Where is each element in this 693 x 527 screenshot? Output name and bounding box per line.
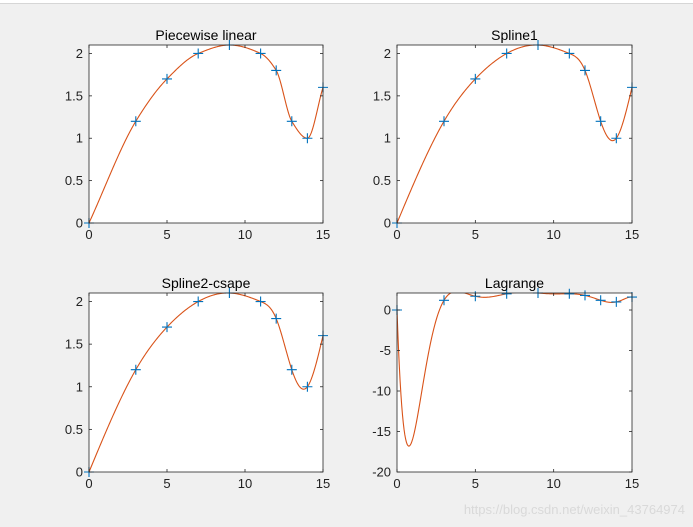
axes-box [396, 292, 633, 473]
subplot-2: 0 5 10 15 0 0.5 1 1.5 2 Spline1 [373, 27, 639, 242]
data-point-marker [580, 290, 590, 301]
data-point-marker [580, 65, 590, 76]
y-tick-label: 1 [76, 379, 83, 394]
x-tick-label: 5 [163, 227, 170, 242]
subplot-title: Lagrange [485, 275, 544, 291]
plot-area [89, 293, 323, 472]
interpolated-curve [89, 293, 323, 472]
data-point-marker [501, 288, 512, 299]
x-tick-label: 15 [316, 476, 330, 491]
plot-area [397, 293, 632, 472]
data-point-marker [286, 364, 297, 375]
data-point-marker [439, 295, 449, 306]
y-tick-label: -20 [372, 465, 391, 480]
data-point-marker [193, 48, 204, 59]
x-tick-label: 15 [316, 227, 330, 242]
x-tick-label: 15 [625, 476, 639, 491]
data-point-marker [130, 116, 141, 127]
data-point-marker [302, 133, 313, 144]
x-tick-label: 0 [393, 476, 400, 491]
subplot-1: 0 5 10 15 0 0.5 1 1.5 2 Piecewise linear [65, 27, 330, 242]
x-tick-label: 5 [472, 227, 479, 242]
data-point-marker [286, 116, 297, 127]
y-tick-label: 0.5 [65, 422, 83, 437]
data-point-marker [271, 65, 282, 76]
y-tick-label: 0 [384, 303, 391, 318]
y-tick-label: 2 [76, 294, 83, 309]
window-top-edge [0, 0, 693, 4]
data-point-marker [564, 288, 575, 299]
subplot-title: Spline2-csape [162, 275, 251, 291]
data-point-marker [611, 133, 622, 144]
data-point-marker [611, 296, 622, 307]
x-tick-label: 0 [393, 227, 400, 242]
y-tick-label: 2 [76, 46, 83, 61]
subplot-title: Piecewise linear [155, 27, 256, 43]
data-point-marker [302, 381, 313, 392]
x-tick-label: 5 [163, 476, 170, 491]
watermark-text: https://blog.csdn.net/weixin_43764974 [463, 502, 685, 517]
subplot-4: 0 5 10 15 -20 -15 -10 -5 0 Lagrange [372, 275, 639, 491]
plot-area [89, 45, 323, 223]
y-tick-label: 0 [76, 216, 83, 231]
y-tick-label: 1.5 [65, 88, 83, 103]
y-tick-label: -15 [372, 424, 391, 439]
y-tick-label: 1.5 [65, 337, 83, 352]
data-point-marker [162, 73, 172, 84]
data-point-marker [470, 73, 481, 84]
axes-box [88, 292, 324, 473]
subplot-title: Spline1 [491, 27, 538, 43]
interpolated-curve [89, 45, 323, 223]
plot-area [397, 45, 632, 223]
y-tick-label: 0 [76, 465, 83, 480]
x-tick-label: 0 [85, 476, 92, 491]
axes-box [88, 44, 324, 224]
data-point-marker [162, 322, 172, 333]
x-tick-label: 10 [238, 476, 252, 491]
y-tick-label: 1 [384, 131, 391, 146]
y-tick-label: -10 [372, 384, 391, 399]
data-point-marker [564, 48, 575, 59]
data-point-marker [501, 48, 512, 59]
x-tick-label: 10 [546, 476, 560, 491]
x-tick-label: 5 [472, 476, 479, 491]
data-point-marker [595, 116, 606, 127]
data-point-marker [130, 364, 141, 375]
x-tick-label: 15 [625, 227, 639, 242]
data-point-marker [255, 48, 266, 59]
y-tick-label: 0.5 [373, 173, 391, 188]
data-point-marker [595, 295, 606, 306]
y-tick-label: 0 [384, 216, 391, 231]
y-tick-label: -5 [379, 343, 391, 358]
x-tick-label: 0 [85, 227, 92, 242]
data-point-marker [439, 116, 449, 127]
y-tick-label: 2 [384, 46, 391, 61]
interpolated-curve [397, 293, 632, 447]
data-point-marker [255, 296, 266, 307]
data-point-marker [271, 313, 282, 324]
interpolated-curve [397, 45, 632, 223]
y-tick-label: 0.5 [65, 173, 83, 188]
y-tick-label: 1.5 [373, 88, 391, 103]
x-tick-label: 10 [546, 227, 560, 242]
subplot-3: 0 5 10 15 0 0.5 1 1.5 2 Spline2-csape [65, 275, 330, 491]
x-tick-label: 10 [238, 227, 252, 242]
data-point-marker [193, 296, 204, 307]
axes-box [396, 44, 633, 224]
y-tick-label: 1 [76, 131, 83, 146]
